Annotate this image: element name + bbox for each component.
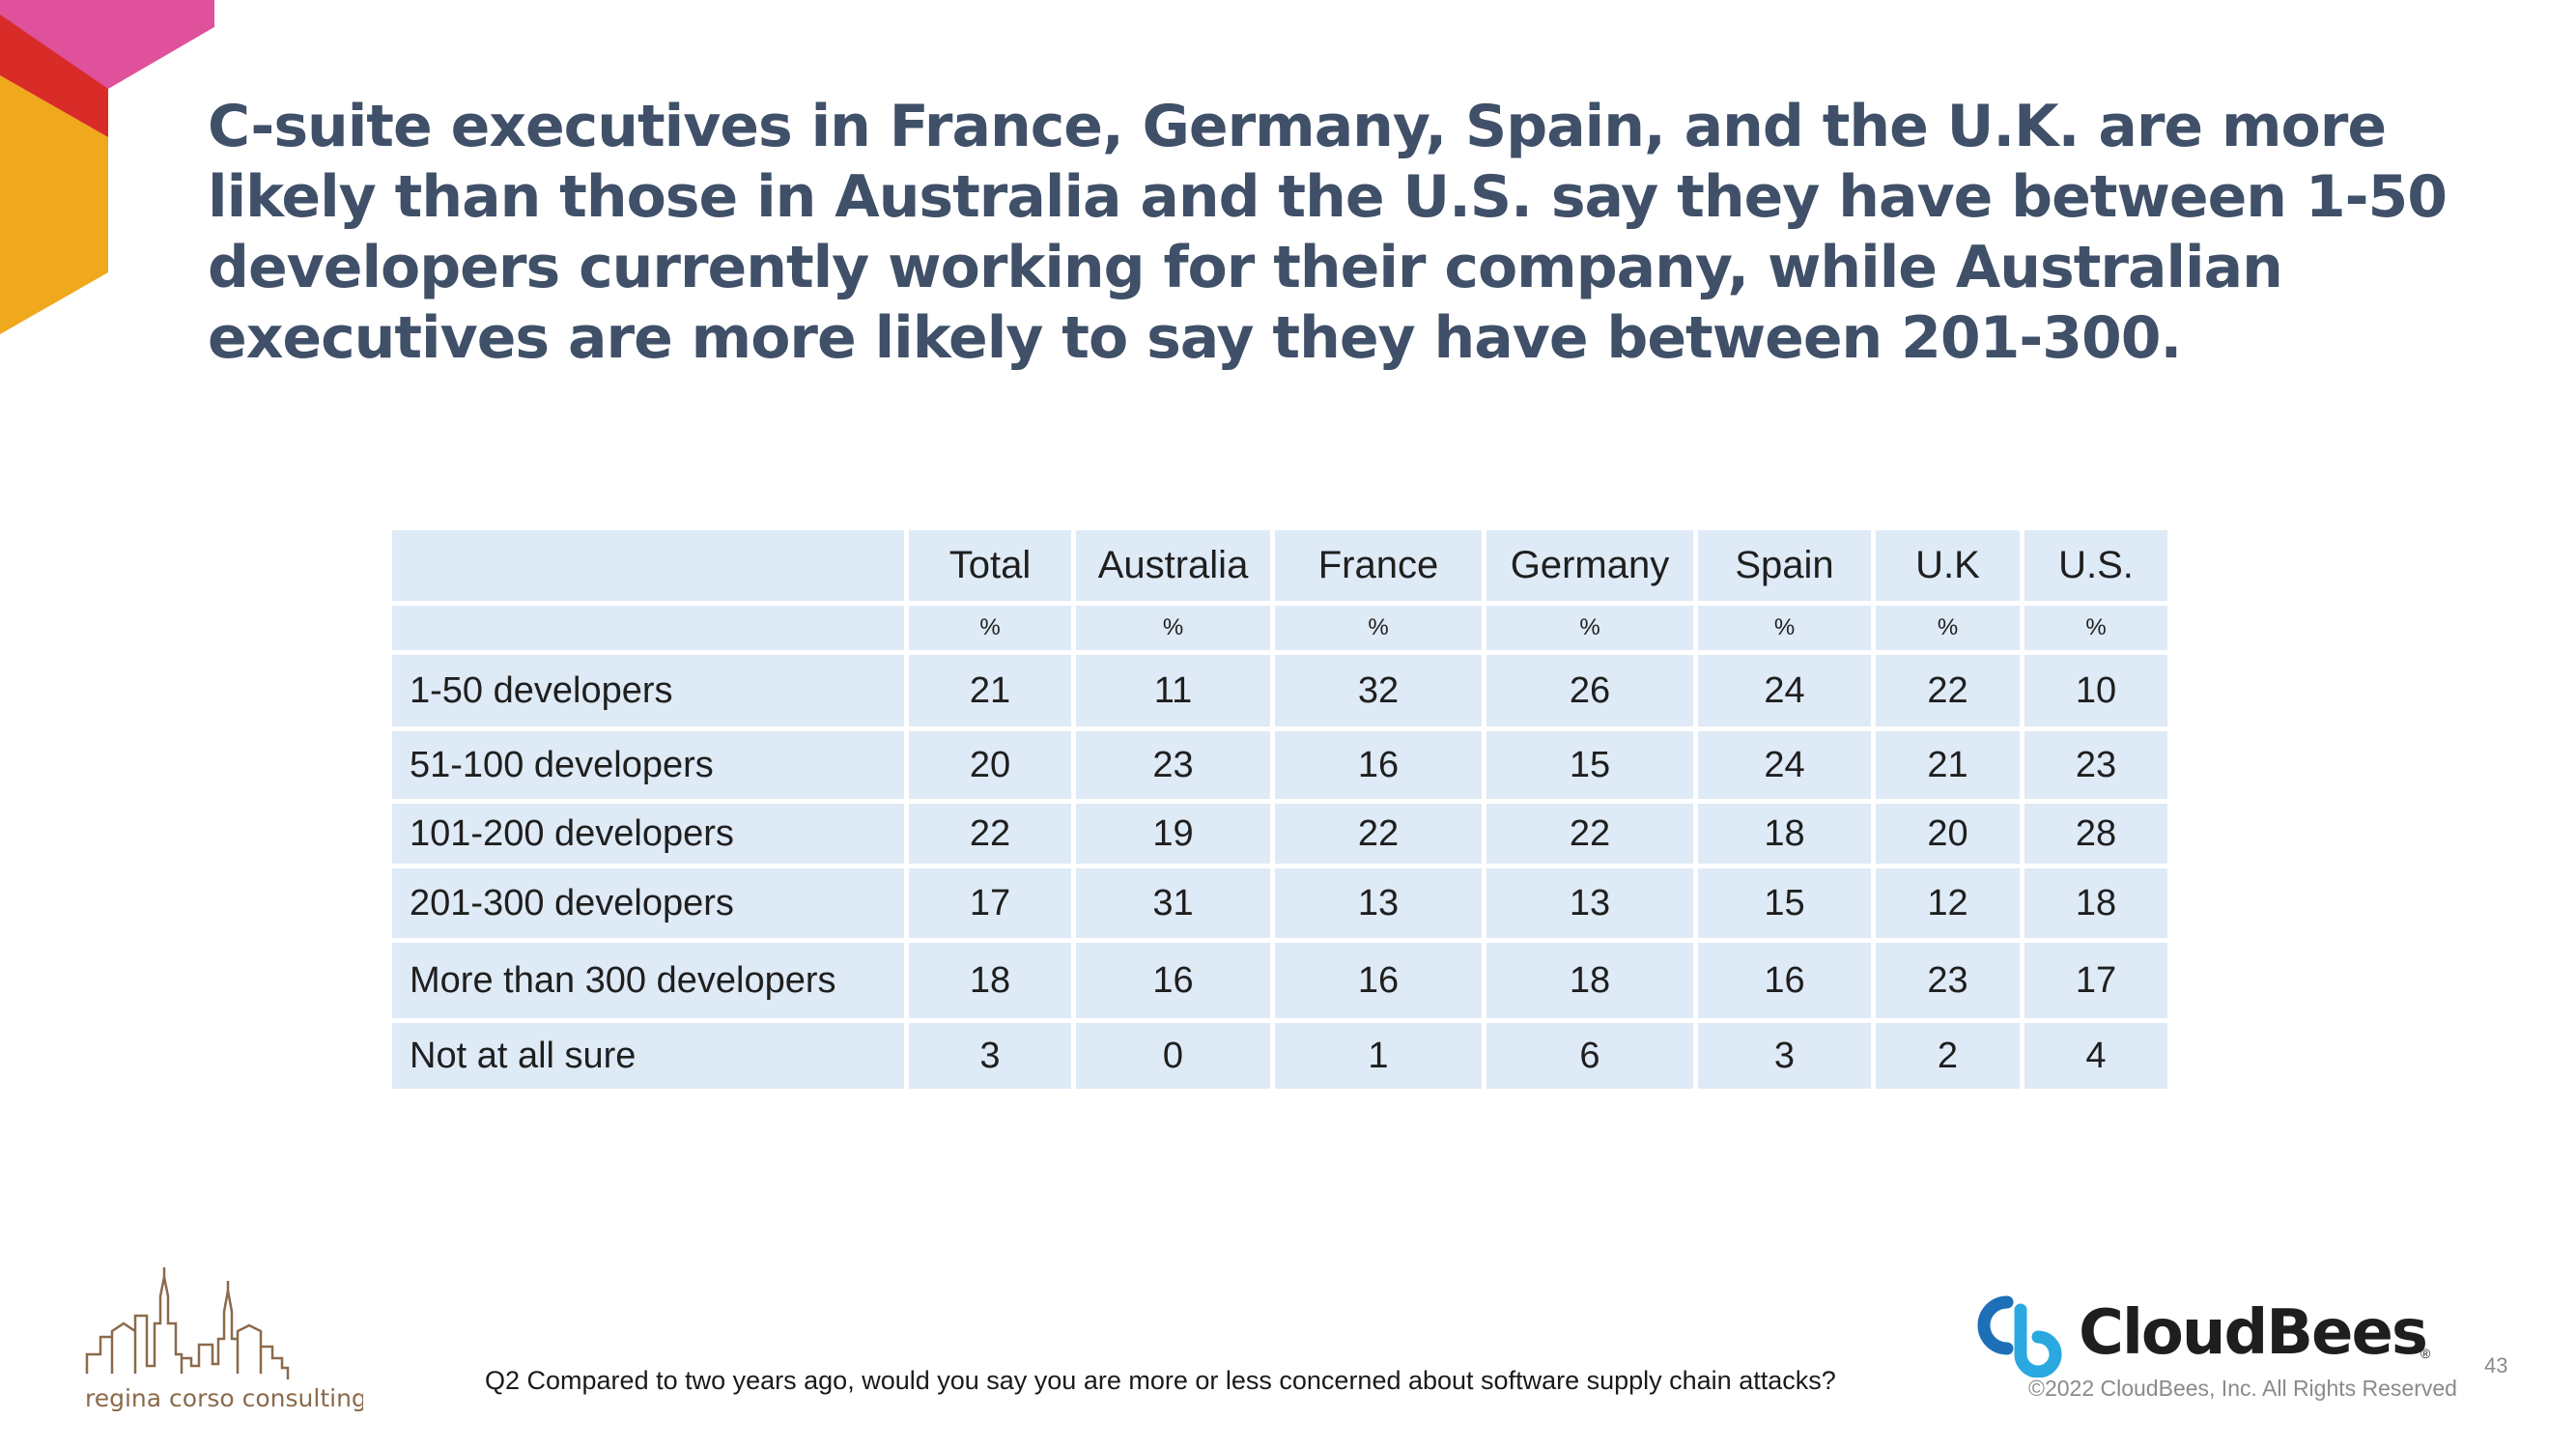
column-header: U.S. xyxy=(2024,530,2167,601)
table-cell: 20 xyxy=(909,731,1071,799)
column-header: Total xyxy=(909,530,1071,601)
table-cell: 0 xyxy=(1076,1023,1270,1089)
footnote: Q2 Compared to two years ago, would you … xyxy=(485,1366,1836,1395)
unit-cell: % xyxy=(1486,606,1693,650)
table-cell: 13 xyxy=(1486,868,1693,938)
column-header: Germany xyxy=(1486,530,1693,601)
brand-registered-mark: ® xyxy=(2420,1346,2431,1361)
table-header-row: Total Australia France Germany Spain U.K… xyxy=(392,530,2167,601)
table-cell: 6 xyxy=(1486,1023,1693,1089)
unit-cell: % xyxy=(1876,606,2020,650)
table-cell: 4 xyxy=(2024,1023,2167,1089)
column-header: France xyxy=(1275,530,1482,601)
unit-cell: % xyxy=(1076,606,1270,650)
table-cell: 22 xyxy=(1876,655,2020,726)
row-label: 51-100 developers xyxy=(392,731,904,799)
table-row: Not at all sure 3 0 1 6 3 2 4 xyxy=(392,1023,2167,1089)
column-header: U.K xyxy=(1876,530,2020,601)
table-cell: 15 xyxy=(1698,868,1871,938)
table-cell: 16 xyxy=(1698,943,1871,1018)
table-cell: 3 xyxy=(1698,1023,1871,1089)
table-cell: 2 xyxy=(1876,1023,2020,1089)
table-cell: 18 xyxy=(2024,868,2167,938)
table-cell: 20 xyxy=(1876,804,2020,864)
table-cell: 21 xyxy=(909,655,1071,726)
table-row: 1-50 developers 21 11 32 26 24 22 10 xyxy=(392,655,2167,726)
table-cell: 11 xyxy=(1076,655,1270,726)
table-row: 51-100 developers 20 23 16 15 24 21 23 xyxy=(392,731,2167,799)
table-cell: 22 xyxy=(1275,804,1482,864)
brand-name: CloudBees xyxy=(2079,1297,2428,1369)
table-cell: 28 xyxy=(2024,804,2167,864)
table-cell: 3 xyxy=(909,1023,1071,1089)
table-cell: 18 xyxy=(909,943,1071,1018)
table-row: More than 300 developers 18 16 16 18 16 23 17 xyxy=(392,943,2167,1018)
table-header-blank xyxy=(392,530,904,601)
table-cell: 23 xyxy=(1876,943,2020,1018)
table-cell: 26 xyxy=(1486,655,1693,726)
unit-cell: % xyxy=(2024,606,2167,650)
table-cell: 17 xyxy=(2024,943,2167,1018)
table-cell: 17 xyxy=(909,868,1071,938)
row-label: More than 300 developers xyxy=(392,943,904,1018)
table-cell: 24 xyxy=(1698,731,1871,799)
data-table: Total Australia France Germany Spain U.K… xyxy=(387,526,2172,1094)
table-cell: 21 xyxy=(1876,731,2020,799)
row-label: Not at all sure xyxy=(392,1023,904,1089)
table-cell: 18 xyxy=(1486,943,1693,1018)
table-cell: 19 xyxy=(1076,804,1270,864)
column-header: Spain xyxy=(1698,530,1871,601)
table-cell: 23 xyxy=(1076,731,1270,799)
unit-row: % % % % % % % xyxy=(392,606,2167,650)
copyright: ©2022 CloudBees, Inc. All Rights Reserve… xyxy=(2028,1376,2457,1401)
row-label: 1-50 developers xyxy=(392,655,904,726)
table-cell: 22 xyxy=(909,804,1071,864)
page-title: C-suite executives in France, Germany, S… xyxy=(208,93,2448,372)
corner-decoration-icon xyxy=(0,0,214,334)
page-number: 43 xyxy=(2484,1353,2508,1378)
table-cell: 18 xyxy=(1698,804,1871,864)
unit-cell: % xyxy=(1275,606,1482,650)
table-cell: 10 xyxy=(2024,655,2167,726)
table-cell: 15 xyxy=(1486,731,1693,799)
table-cell: 23 xyxy=(2024,731,2167,799)
unit-cell: % xyxy=(1698,606,1871,650)
table-cell: 22 xyxy=(1486,804,1693,864)
column-header: Australia xyxy=(1076,530,1270,601)
table-cell: 16 xyxy=(1275,731,1482,799)
logo-rc-text: regina corso consulting xyxy=(85,1384,363,1412)
table-cell: 16 xyxy=(1275,943,1482,1018)
table-cell: 32 xyxy=(1275,655,1482,726)
table-cell: 31 xyxy=(1076,868,1270,938)
row-label: 201-300 developers xyxy=(392,868,904,938)
unit-cell: % xyxy=(909,606,1071,650)
unit-row-blank xyxy=(392,606,904,650)
row-label: 101-200 developers xyxy=(392,804,904,864)
table-row: 201-300 developers 17 31 13 13 15 12 18 xyxy=(392,868,2167,938)
table-cell: 12 xyxy=(1876,868,2020,938)
cloudbees-logo-icon xyxy=(1977,1295,2062,1378)
table-cell: 13 xyxy=(1275,868,1482,938)
table-cell: 24 xyxy=(1698,655,1871,726)
table-cell: 1 xyxy=(1275,1023,1482,1089)
table-row: 101-200 developers 22 19 22 22 18 20 28 xyxy=(392,804,2167,864)
city-skyline-icon: regina corso consulting xyxy=(85,1267,363,1412)
table-cell: 16 xyxy=(1076,943,1270,1018)
